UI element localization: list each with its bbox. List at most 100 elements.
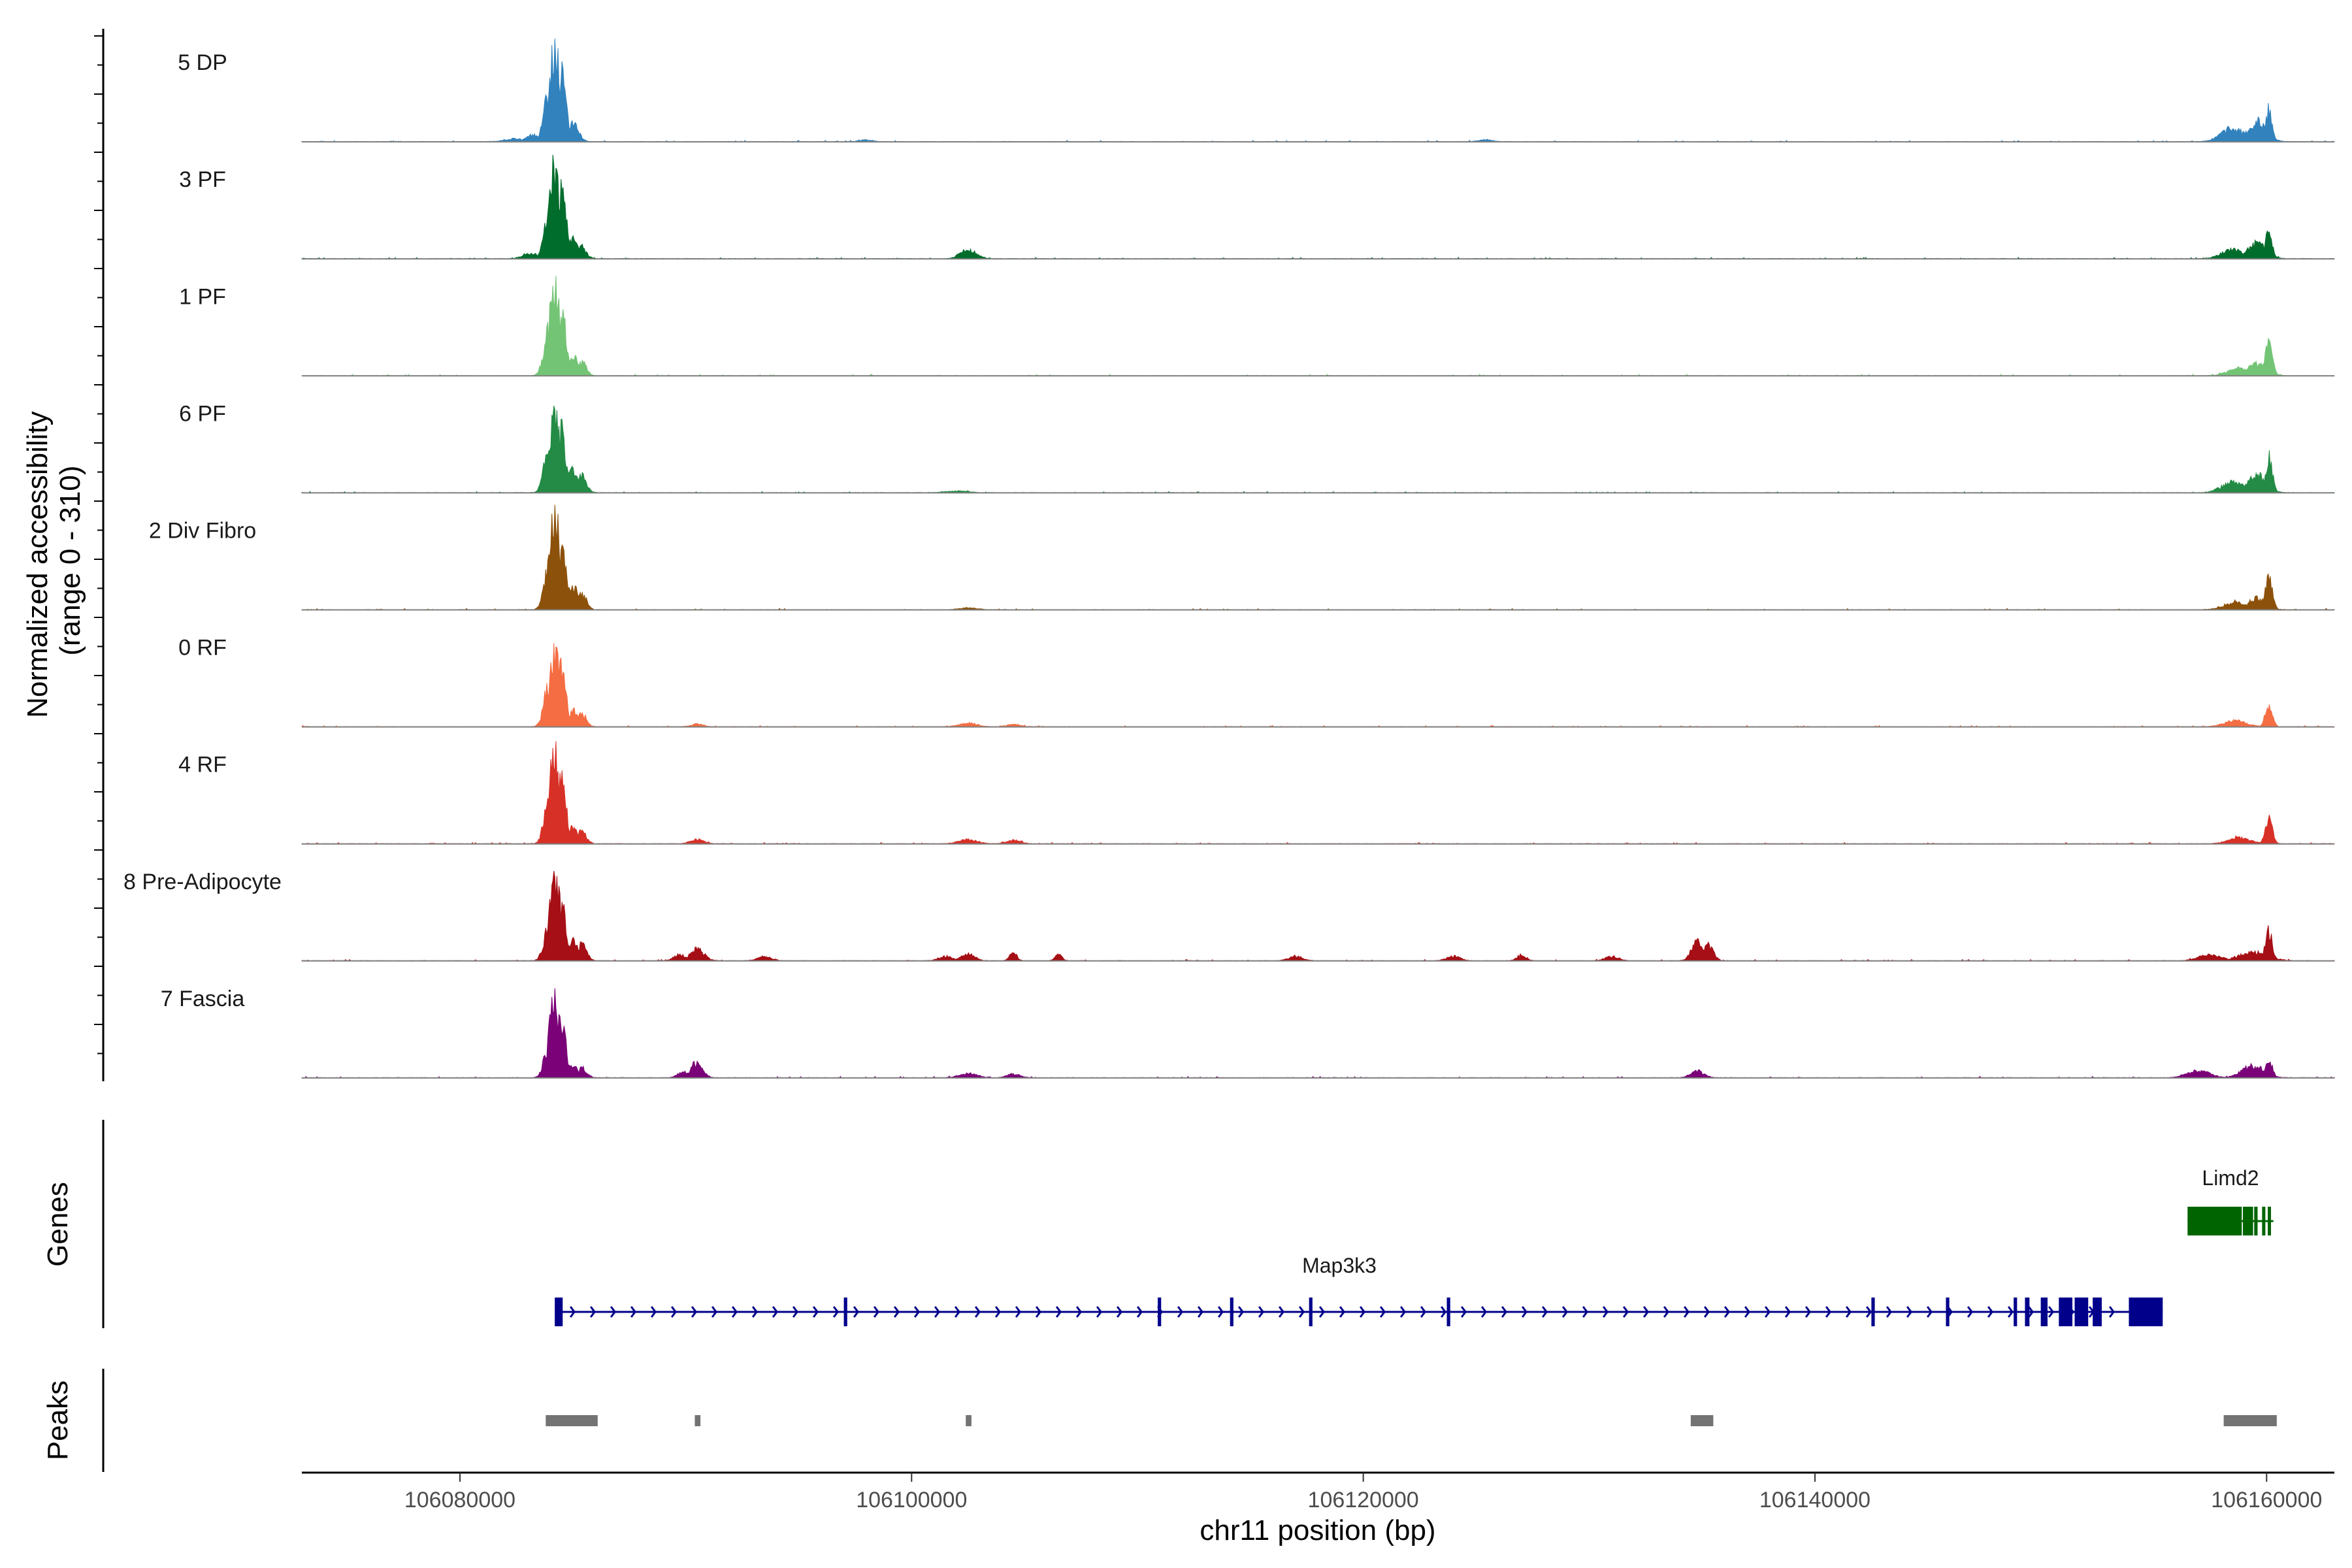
strand-arrow [1460,1306,1467,1318]
strand-arrow [1116,1306,1123,1318]
track-3: 6 PF [179,401,2335,494]
strand-arrow [1399,1306,1407,1318]
track-label: 6 PF [179,401,226,426]
strand-arrow [1521,1306,1528,1318]
strand-arrow [1379,1306,1386,1318]
gene-exon [2254,1207,2258,1235]
strand-arrow [1177,1306,1184,1318]
strand-arrow [691,1306,698,1318]
strand-arrow [853,1306,860,1318]
gene-exon [555,1298,563,1326]
track-label: 3 PF [179,167,226,192]
gene-exon [1871,1298,1875,1326]
strand-arrow [954,1306,961,1318]
strand-arrow [1278,1306,1285,1318]
strand-arrow [832,1306,840,1318]
track-label: 0 RF [178,636,227,661]
gene-exon [1230,1298,1233,1326]
strand-arrow [1683,1306,1690,1318]
strand-arrow [974,1306,981,1318]
gene-exon [2040,1298,2048,1326]
strand-arrow [1703,1306,1710,1318]
coverage-area [301,643,2335,728]
strand-arrow [2048,1306,2055,1318]
track-1: 3 PF [179,154,2335,260]
gene-exon [2059,1298,2073,1326]
track-label: 2 Div Fibro [149,519,256,544]
strand-arrow [610,1306,617,1318]
strand-arrow [1723,1306,1731,1318]
gene-name-label: Map3k3 [1302,1254,1377,1277]
x-tick-label: 106080000 [404,1488,515,1512]
strand-arrow [1055,1306,1062,1318]
strand-arrow [2108,1306,2115,1318]
gene-exon [2014,1298,2017,1326]
gene-exon [1309,1298,1313,1326]
x-tick-label: 106160000 [2211,1488,2322,1512]
strand-arrow [1825,1306,1832,1318]
track-label: 8 Pre-Adipocyte [123,870,282,894]
strand-arrow [1075,1306,1083,1318]
strand-arrow [1298,1306,1305,1318]
peak-region [1690,1415,1714,1426]
gene-exon [2187,1207,2242,1235]
gene-map3k3: Map3k3 [555,1254,2163,1326]
strand-arrow [1420,1306,1427,1318]
x-axis-ticks: 106080000 106100000 106120000 106140000 1061… [404,1473,2322,1512]
y-axis-title-line-2: (range 0 - 310) [54,465,86,655]
x-tick-label: 106140000 [1759,1488,1870,1512]
strand-arrow [792,1306,799,1318]
strand-arrow [1217,1306,1224,1318]
gene-name-label: Limd2 [2202,1166,2259,1190]
strand-arrow [913,1306,921,1318]
strand-arrow [1237,1306,1245,1318]
track-2: 1 PF [179,276,2335,377]
strand-arrow [1359,1306,1366,1318]
strand-arrow [1845,1306,1852,1318]
gene-exon [843,1298,847,1326]
coverage-y-ticks [94,35,103,1054]
track-5: 0 RF [178,636,2335,728]
peak-region [2223,1415,2277,1426]
track-label: 5 DP [178,50,227,75]
strand-arrow [1015,1306,1022,1318]
strand-arrow [569,1306,576,1318]
track-4: 2 Div Fibro [149,504,2335,611]
gene-exon [2243,1207,2253,1235]
track-6: 4 RF [178,741,2335,845]
strand-arrow [1622,1306,1629,1318]
coverage-tracks: 5 DP 3 PF 1 PF 6 PF 2 Div Fibro 0 RF 4 RF 8 Pre… [123,39,2335,1079]
gene-exon [2129,1298,2163,1326]
track-label: 4 RF [178,753,227,777]
coverage-area [301,741,2335,845]
strand-arrow [1096,1306,1103,1318]
strand-arrow [1582,1306,1589,1318]
strand-arrow [751,1306,759,1318]
peaks-track [546,1415,2277,1426]
strand-arrow [670,1306,678,1318]
gene-exon [1158,1298,1162,1326]
strand-arrow [812,1306,819,1318]
strand-arrow [2007,1306,2014,1318]
strand-arrow [772,1306,779,1318]
peaks-track-label: Peaks [42,1380,74,1460]
gene-exon [2262,1207,2266,1235]
strand-arrow [731,1306,738,1318]
y-axis-title: Normalized accessibility (range 0 - 310) [22,403,86,718]
peak-region [694,1415,701,1426]
coverage-area [301,276,2335,376]
strand-arrow [1663,1306,1670,1318]
track-8: 7 Fascia [161,987,2335,1079]
strand-arrow [873,1306,880,1318]
strand-arrow [1035,1306,1042,1318]
gene-exon [2074,1298,2089,1326]
strand-arrow [1541,1306,1548,1318]
strand-arrow [1865,1306,1872,1318]
strand-arrow [934,1306,941,1318]
strand-arrow [1764,1306,1771,1318]
strand-arrow [893,1306,900,1318]
strand-arrow [1258,1306,1265,1318]
strand-arrow [1440,1306,1447,1318]
gene-exon [2025,1298,2030,1326]
